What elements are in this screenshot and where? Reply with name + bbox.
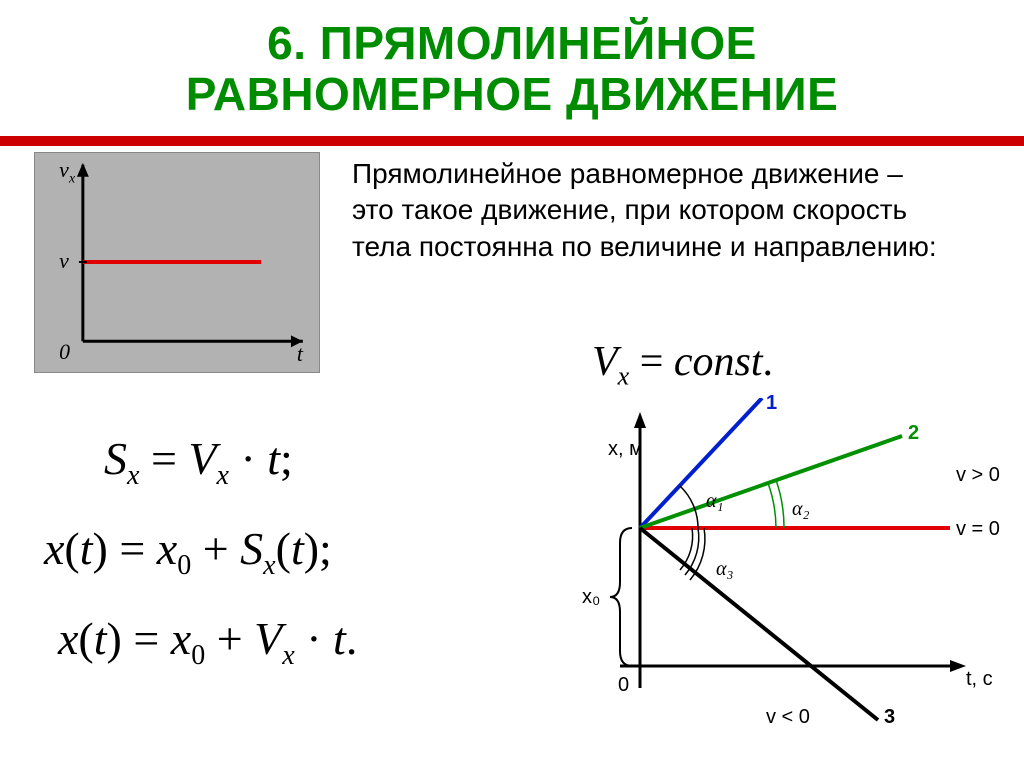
vzero-label: v = 0 xyxy=(956,518,1000,541)
formula-sx: Sx = Vx · t; xyxy=(44,414,357,504)
slide-title: 6. ПРЯМОЛИНЕЙНОЕ РАВНОМЕРНОЕ ДВИЖЕНИЕ xyxy=(0,0,1024,119)
yaxis-label: x, м xyxy=(608,438,643,461)
definition-text: Прямолинейное равномерное движение – это… xyxy=(352,156,952,265)
velocity-graph: v x v 0 t xyxy=(34,152,320,373)
vneg-label: v < 0 xyxy=(766,706,810,729)
svg-text:v: v xyxy=(59,158,69,182)
alpha3-label: α₃ xyxy=(716,558,733,581)
formula-xt1: x(t) = x0 + Sx(t); xyxy=(44,504,357,594)
line3-label: 3 xyxy=(884,706,895,729)
formulas-block: Sx = Vx · t; x(t) = x0 + Sx(t); x(t) = x… xyxy=(44,414,357,683)
svg-text:t: t xyxy=(297,342,304,366)
line2-label: 2 xyxy=(908,422,919,445)
svg-text:0: 0 xyxy=(59,340,70,364)
title-line2: РАВНОМЕРНОЕ ДВИЖЕНИЕ xyxy=(186,68,839,120)
alpha1-label: α₁ xyxy=(706,490,723,513)
title-line1: 6. ПРЯМОЛИНЕЙНОЕ xyxy=(267,17,757,69)
origin-label: 0 xyxy=(618,674,629,697)
svg-text:x: x xyxy=(68,172,76,187)
alpha2-label: α₂ xyxy=(792,498,809,521)
x0-label: x₀ xyxy=(582,586,600,609)
position-graph: x, м t, с 0 x₀ α₁ α₂ α₃ v > 0 v = 0 v < … xyxy=(530,398,1010,748)
line1-label: 1 xyxy=(766,392,777,415)
vpos-label: v > 0 xyxy=(956,464,1000,487)
divider-bar xyxy=(0,136,1024,146)
formula-xt2: x(t) = x0 + Vx · t. xyxy=(44,594,357,684)
svg-text:v: v xyxy=(59,249,69,273)
formula-const: Vx = const. xyxy=(592,338,773,391)
xaxis-label: t, с xyxy=(966,668,993,691)
